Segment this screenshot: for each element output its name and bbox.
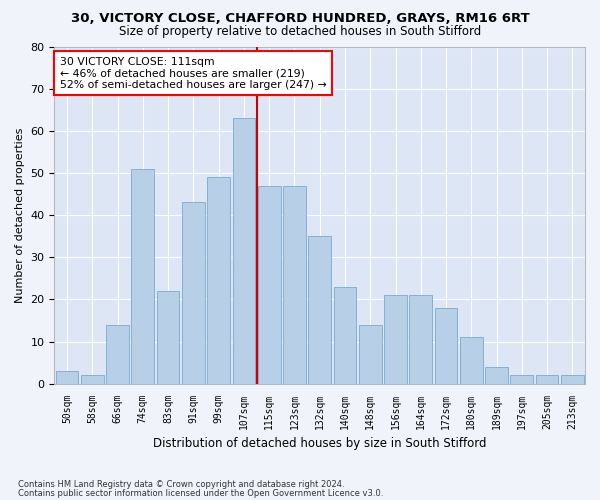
Bar xyxy=(511,376,533,384)
Bar xyxy=(157,291,179,384)
Bar xyxy=(81,376,104,384)
Y-axis label: Number of detached properties: Number of detached properties xyxy=(15,128,25,303)
Text: 30 VICTORY CLOSE: 111sqm
← 46% of detached houses are smaller (219)
52% of semi-: 30 VICTORY CLOSE: 111sqm ← 46% of detach… xyxy=(60,56,326,90)
X-axis label: Distribution of detached houses by size in South Stifford: Distribution of detached houses by size … xyxy=(153,437,487,450)
Text: Contains HM Land Registry data © Crown copyright and database right 2024.: Contains HM Land Registry data © Crown c… xyxy=(18,480,344,489)
Bar xyxy=(182,202,205,384)
Bar xyxy=(308,236,331,384)
Bar xyxy=(460,338,482,384)
Bar xyxy=(106,324,129,384)
Bar xyxy=(536,376,559,384)
Bar xyxy=(359,324,382,384)
Bar xyxy=(207,177,230,384)
Bar xyxy=(334,287,356,384)
Bar xyxy=(283,186,306,384)
Bar xyxy=(485,367,508,384)
Bar xyxy=(434,308,457,384)
Bar xyxy=(384,295,407,384)
Bar xyxy=(258,186,281,384)
Text: 30, VICTORY CLOSE, CHAFFORD HUNDRED, GRAYS, RM16 6RT: 30, VICTORY CLOSE, CHAFFORD HUNDRED, GRA… xyxy=(71,12,529,26)
Bar xyxy=(409,295,432,384)
Text: Size of property relative to detached houses in South Stifford: Size of property relative to detached ho… xyxy=(119,25,481,38)
Text: Contains public sector information licensed under the Open Government Licence v3: Contains public sector information licen… xyxy=(18,489,383,498)
Bar xyxy=(561,376,584,384)
Bar xyxy=(56,371,79,384)
Bar xyxy=(233,118,255,384)
Bar xyxy=(131,168,154,384)
